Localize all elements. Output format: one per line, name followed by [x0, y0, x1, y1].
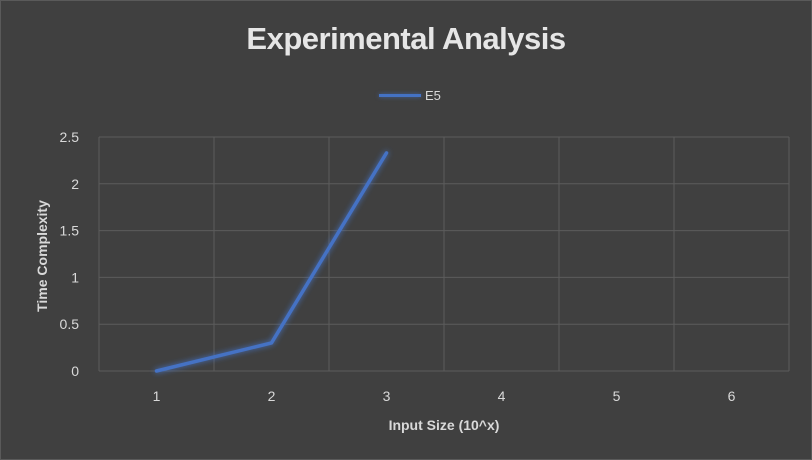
legend-swatch-e5	[379, 94, 421, 97]
x-tick-label: 2	[268, 388, 276, 404]
x-axis-title: Input Size (10^x)	[389, 417, 500, 433]
x-tick-label: 5	[613, 388, 621, 404]
y-tick-labels: 0 0.5 1 1.5 2 2.5	[60, 129, 80, 379]
x-tick-labels: 1 2 3 4 5 6	[153, 388, 736, 404]
legend: E5	[379, 88, 441, 103]
x-tick-label: 3	[383, 388, 391, 404]
y-tick-label: 1.5	[60, 223, 80, 239]
series-line-e5	[154, 151, 389, 373]
y-tick-label: 0	[71, 363, 79, 379]
x-tick-label: 4	[498, 388, 506, 404]
y-tick-label: 2	[71, 176, 79, 192]
legend-label-e5: E5	[425, 88, 441, 103]
y-tick-label: 2.5	[60, 129, 80, 145]
x-tick-label: 6	[728, 388, 736, 404]
y-tick-label: 0.5	[60, 316, 80, 332]
grid	[98, 136, 790, 372]
chart-title: Experimental Analysis	[246, 21, 566, 56]
y-tick-label: 1	[71, 269, 79, 285]
x-tick-label: 1	[153, 388, 161, 404]
series-lines	[154, 151, 389, 373]
y-axis-title: Time Complexity	[34, 200, 50, 312]
